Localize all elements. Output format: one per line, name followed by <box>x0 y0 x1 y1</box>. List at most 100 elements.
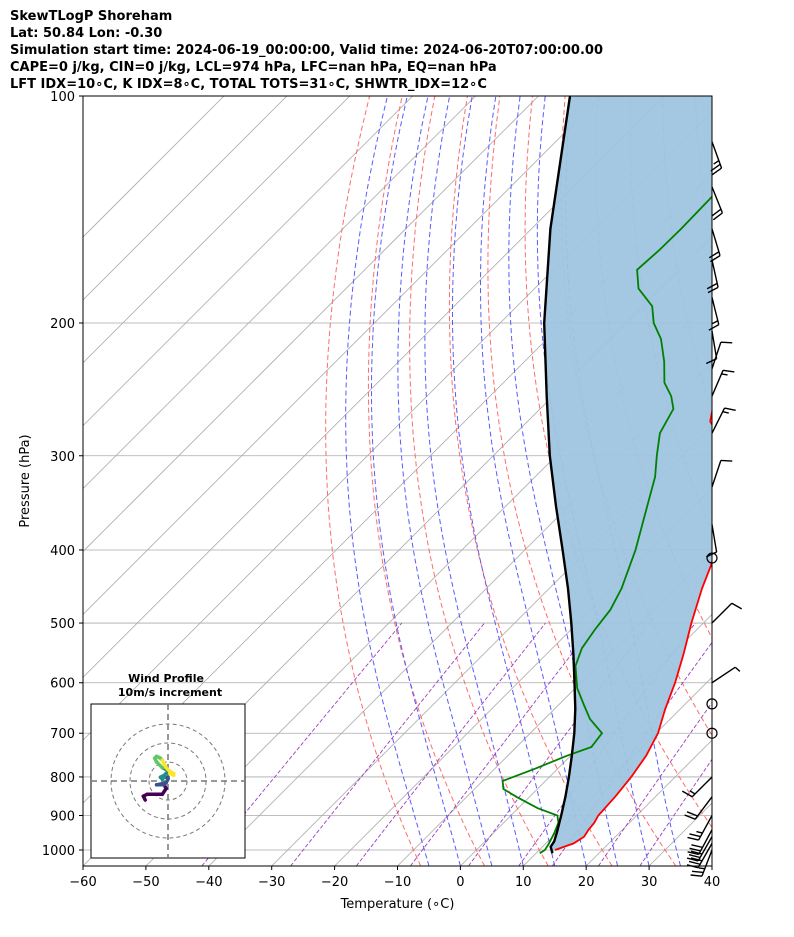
barb-flag <box>686 857 699 862</box>
wind-barb <box>705 330 718 365</box>
profile-lines <box>501 96 712 855</box>
isotherm-line <box>83 96 539 553</box>
barb-staff <box>711 259 719 288</box>
barb-flag <box>690 857 703 862</box>
x-tick-label: 20 <box>578 875 595 890</box>
wind-barb <box>711 407 736 434</box>
barb-staff <box>711 228 721 256</box>
barb-staff <box>711 141 723 169</box>
chart-title-block: SkewTLogP Shoreham Lat: 50.84 Lon: -0.30… <box>10 8 603 93</box>
x-tick-label: −10 <box>384 875 411 890</box>
barb-staff <box>711 297 720 325</box>
y-tick-label: 700 <box>50 727 75 742</box>
wind-barbs <box>681 141 743 877</box>
barb-flag <box>705 551 717 558</box>
wind-barb <box>687 815 713 841</box>
title-line-indices: LFT IDX=10∘C, K IDX=8∘C, TOTAL TOTS=31∘C… <box>10 77 487 92</box>
y-tick-label: 900 <box>50 810 75 825</box>
isotherm-line <box>775 96 794 866</box>
x-axis-label: Temperature (∘C) <box>340 897 455 912</box>
x-tick-label: 10 <box>515 875 532 890</box>
barb-flag <box>684 814 696 820</box>
moist-adiabat-line <box>479 96 587 866</box>
barb-flag <box>691 844 703 849</box>
isotherm-line <box>83 96 665 678</box>
barb-flag <box>712 212 723 221</box>
cin-cape-shade <box>544 96 712 854</box>
barb-staff <box>711 524 718 553</box>
barb-flag <box>688 853 701 859</box>
isotherm-line <box>83 96 351 364</box>
barb-staff <box>691 776 713 798</box>
barb-staff <box>697 843 713 869</box>
y-tick-label: 300 <box>50 450 75 465</box>
barb-flag <box>690 874 703 877</box>
isotherm-line <box>397 550 712 866</box>
moist-adiabat-line <box>397 96 493 866</box>
hodograph-plot <box>91 704 245 858</box>
barb-flag <box>689 847 701 852</box>
wind-barb <box>711 602 743 624</box>
isotherm-line <box>83 96 225 238</box>
mixing-ratio-line <box>290 622 485 866</box>
wind-barb <box>711 666 741 684</box>
x-tick-label: 40 <box>704 875 721 890</box>
x-tick-label: −30 <box>258 875 285 890</box>
moist-adiabat-line <box>424 96 524 866</box>
barb-staff <box>711 666 736 684</box>
barb-flag <box>686 811 698 817</box>
barb-flag <box>711 167 722 176</box>
isotherm-line <box>334 488 712 866</box>
barb-flag <box>707 286 719 294</box>
temperature-line <box>554 407 712 851</box>
isotherm-line <box>83 96 602 615</box>
dry-adiabat-line <box>728 96 794 866</box>
moist-adiabat-line <box>345 96 430 866</box>
barb-half-flag <box>713 159 720 165</box>
barb-flag <box>690 850 703 855</box>
axes: −60 −50 −40 −30 −20 −10 0 10 20 30 40 100 200 300 400 5… <box>18 90 720 912</box>
wind-barb <box>686 836 713 862</box>
barb-staff <box>698 829 713 855</box>
wind-barb <box>711 186 724 221</box>
y-tick-label: 600 <box>50 677 75 692</box>
dry-adiabat-line <box>409 96 549 866</box>
barb-flag <box>722 369 735 373</box>
barb-staff <box>711 330 718 359</box>
title-line-location: Lat: 50.84 Lon: -0.30 <box>10 26 163 41</box>
barb-half-flag <box>734 666 741 672</box>
barb-staff <box>711 370 724 397</box>
barb-half-flag <box>689 790 696 795</box>
barb-flag <box>688 860 701 865</box>
parcel-line <box>542 96 577 854</box>
barb-staff <box>711 602 733 624</box>
moist-adiabat-line <box>452 96 556 866</box>
mixing-ratio-line <box>410 622 596 866</box>
isotherm-line <box>83 96 413 427</box>
y-tick-label: 200 <box>50 317 75 332</box>
wind-barb <box>681 776 713 798</box>
wind-barb <box>687 829 713 856</box>
wind-barb <box>711 459 733 488</box>
x-tick-label: −20 <box>321 875 348 890</box>
barb-staff <box>711 460 722 488</box>
hodograph-segment <box>168 771 176 778</box>
x-tick-label: 30 <box>641 875 658 890</box>
y-axis-label: Pressure (hPa) <box>18 434 33 527</box>
y-tick-label: 800 <box>50 771 75 786</box>
isotherm-line <box>83 96 288 301</box>
barb-staff <box>711 407 726 434</box>
barb-flag <box>691 870 704 874</box>
barb-staff <box>694 796 713 820</box>
wind-barb <box>708 297 720 331</box>
barb-flag <box>708 251 720 259</box>
mixing-ratio-line <box>355 622 546 866</box>
dry-adiabat-line <box>487 96 677 866</box>
barb-flag <box>711 208 722 217</box>
x-tick-label: −50 <box>132 875 159 890</box>
dry-adiabat-line <box>448 96 613 866</box>
dry-adiabat-line <box>761 96 794 866</box>
barb-flag <box>724 407 736 412</box>
barb-half-flag <box>698 867 705 870</box>
